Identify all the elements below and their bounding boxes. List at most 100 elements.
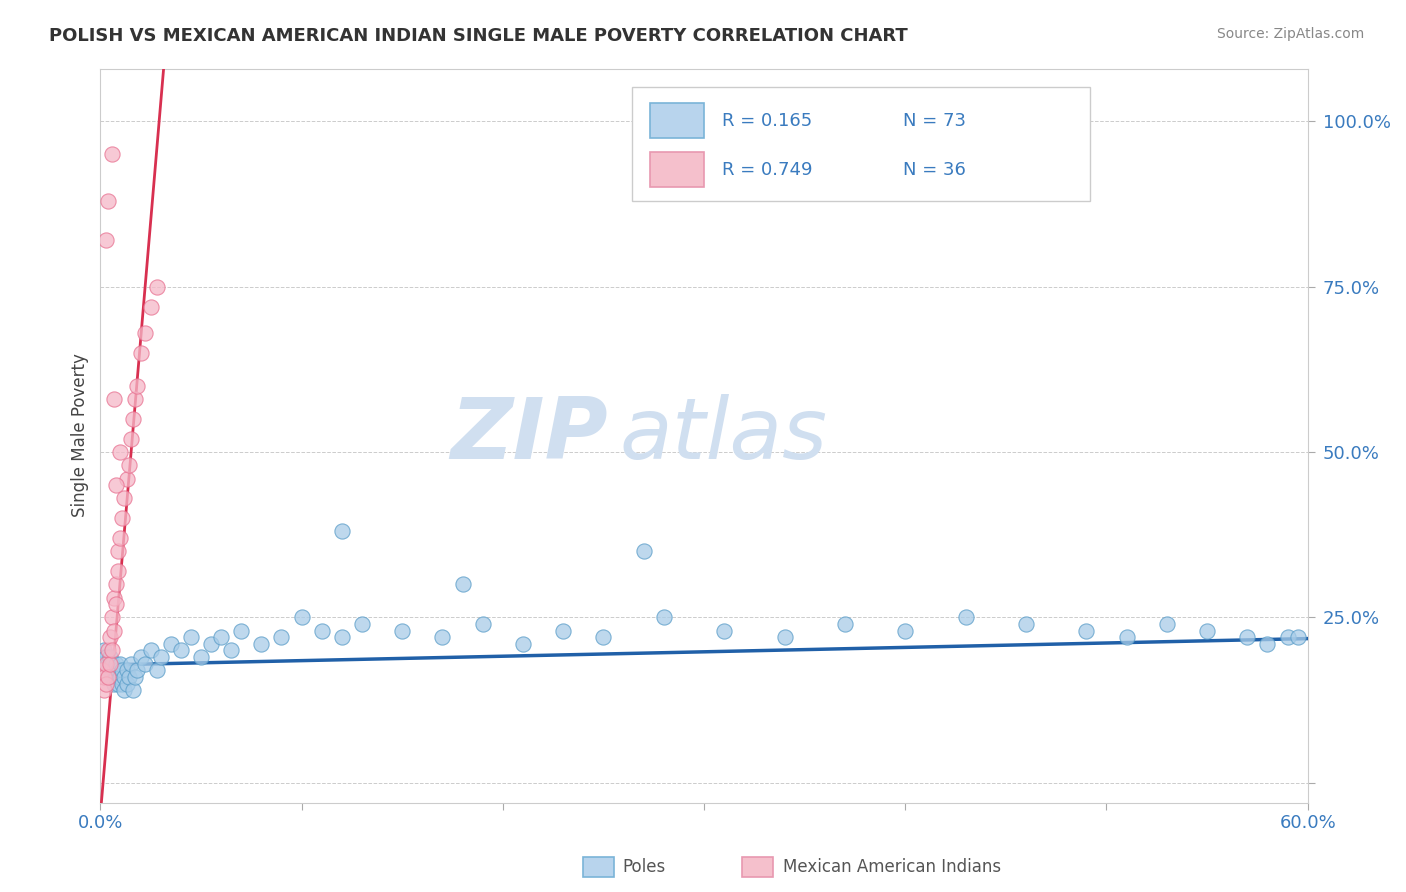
Text: ZIP: ZIP: [450, 394, 607, 477]
Point: [1286, 630, 1309, 644]
Point: [124, 670, 146, 684]
Point: [209, 630, 232, 644]
Point: [100, 630, 122, 644]
Point: [96, 676, 118, 690]
Point: [391, 624, 413, 638]
Point: [290, 610, 312, 624]
Point: [145, 663, 167, 677]
Point: [311, 624, 333, 638]
Point: [111, 676, 134, 690]
Point: [115, 663, 138, 677]
Point: [97, 670, 120, 684]
Point: [117, 458, 139, 473]
Point: [97, 194, 120, 208]
Point: [111, 511, 134, 525]
Point: [652, 610, 675, 624]
Point: [1197, 624, 1219, 638]
Point: [93, 683, 115, 698]
Point: [97, 670, 120, 684]
Point: [103, 663, 125, 677]
Point: [134, 657, 156, 671]
Point: [121, 412, 143, 426]
Point: [134, 326, 156, 340]
Point: [633, 544, 655, 558]
Point: [190, 650, 212, 665]
Point: [159, 637, 181, 651]
Point: [129, 650, 152, 665]
Point: [115, 676, 138, 690]
Point: [117, 670, 139, 684]
Point: [96, 663, 118, 677]
FancyBboxPatch shape: [650, 153, 704, 187]
Point: [149, 650, 172, 665]
Point: [1115, 630, 1137, 644]
Point: [93, 670, 115, 684]
Point: [107, 544, 129, 558]
Point: [107, 676, 129, 690]
Point: [105, 577, 128, 591]
Point: [231, 624, 253, 638]
Point: [219, 643, 242, 657]
Point: [110, 445, 132, 459]
Point: [105, 478, 128, 492]
Point: [125, 663, 148, 677]
Point: [713, 624, 735, 638]
Text: Mexican American Indians: Mexican American Indians: [783, 858, 1001, 876]
Text: R = 0.165: R = 0.165: [723, 112, 813, 129]
Point: [270, 630, 292, 644]
Point: [100, 663, 122, 677]
Point: [121, 683, 143, 698]
Point: [96, 657, 118, 671]
Point: [110, 657, 132, 671]
Point: [773, 630, 796, 644]
Point: [350, 617, 373, 632]
Point: [97, 657, 120, 671]
FancyBboxPatch shape: [742, 857, 773, 877]
Point: [592, 630, 614, 644]
Point: [105, 670, 128, 684]
FancyBboxPatch shape: [631, 87, 1091, 201]
FancyBboxPatch shape: [650, 103, 704, 138]
Point: [200, 637, 222, 651]
Point: [105, 657, 128, 671]
Point: [103, 591, 125, 605]
Point: [107, 564, 129, 578]
Y-axis label: Single Male Poverty: Single Male Poverty: [72, 353, 89, 517]
Point: [124, 392, 146, 407]
Point: [91, 663, 114, 677]
Point: [103, 392, 125, 407]
Point: [553, 624, 575, 638]
Point: [512, 637, 534, 651]
Text: Poles: Poles: [623, 858, 666, 876]
Text: N = 36: N = 36: [903, 161, 966, 178]
Point: [1236, 630, 1258, 644]
Point: [114, 670, 136, 684]
Point: [93, 657, 115, 671]
Point: [129, 346, 152, 360]
Point: [105, 597, 128, 611]
Point: [103, 676, 125, 690]
Point: [107, 663, 129, 677]
Point: [114, 683, 136, 698]
Point: [834, 617, 856, 632]
Point: [1015, 617, 1038, 632]
Point: [170, 643, 193, 657]
Point: [1256, 637, 1278, 651]
Point: [111, 663, 134, 677]
Point: [110, 531, 132, 545]
Point: [250, 637, 273, 651]
Point: [101, 643, 124, 657]
Point: [101, 147, 124, 161]
Point: [145, 279, 167, 293]
Point: [1156, 617, 1178, 632]
Point: [120, 657, 142, 671]
Point: [101, 670, 124, 684]
Point: [101, 657, 124, 671]
Point: [1277, 630, 1299, 644]
Point: [110, 670, 132, 684]
Point: [330, 630, 353, 644]
Point: [180, 630, 202, 644]
Point: [100, 657, 122, 671]
Point: [125, 379, 148, 393]
Point: [91, 650, 114, 665]
